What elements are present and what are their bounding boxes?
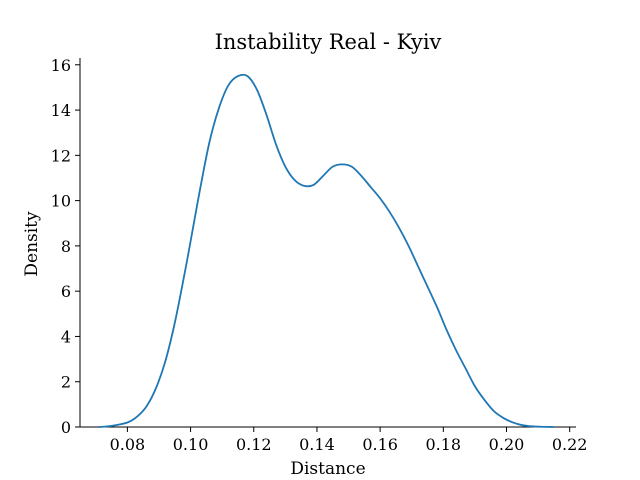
- y-axis-ticks: 0 2 4 6 8 10 12 14 16: [51, 56, 80, 437]
- x-tick-label: 0.10: [173, 435, 209, 454]
- y-tick-label: 14: [51, 101, 71, 120]
- y-tick-label: 12: [51, 146, 71, 165]
- x-tick-label: 0.20: [489, 435, 525, 454]
- y-tick-label: 2: [61, 373, 71, 392]
- x-tick-label: 0.16: [362, 435, 398, 454]
- chart-title: Instability Real - Kyiv: [215, 30, 442, 54]
- y-tick-label: 8: [61, 237, 71, 256]
- x-axis-label: Distance: [290, 459, 365, 479]
- x-tick-label: 0.14: [299, 435, 335, 454]
- y-tick-label: 10: [51, 192, 71, 211]
- x-tick-label: 0.18: [425, 435, 461, 454]
- x-tick-label: 0.12: [236, 435, 272, 454]
- x-axis-ticks: 0.08 0.10 0.12 0.14 0.16 0.18 0.20 0.22: [110, 427, 588, 454]
- y-tick-label: 0: [61, 418, 71, 437]
- x-tick-label: 0.22: [552, 435, 588, 454]
- y-tick-label: 16: [51, 56, 71, 75]
- y-tick-label: 4: [61, 327, 71, 346]
- x-tick-label: 0.08: [110, 435, 146, 454]
- y-tick-label: 6: [61, 282, 71, 301]
- y-axis-label: Density: [22, 211, 42, 277]
- density-curve: [98, 73, 554, 428]
